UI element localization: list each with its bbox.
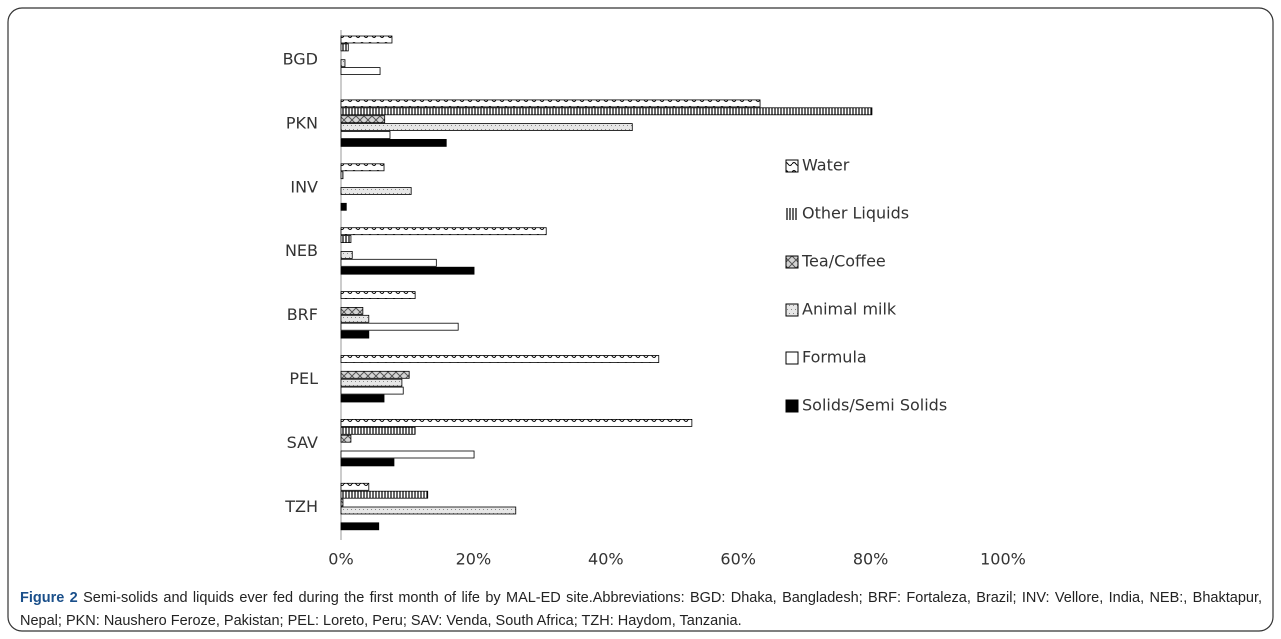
bar [340,123,633,131]
bar [340,394,385,403]
legend-label: Tea/Coffee [801,252,886,271]
category-label: INV [290,177,318,196]
bar [340,163,385,172]
bar [340,330,370,339]
x-tick-label: 80% [853,550,889,569]
bar [340,291,416,300]
category-label: TZH [284,497,318,516]
bar [340,490,429,499]
bar [340,250,353,259]
bar [340,506,517,515]
bar [340,314,370,323]
legend-swatch [785,255,799,269]
legend-label: Formula [802,348,867,367]
legend-label: Water [802,156,850,175]
legend-swatch [785,303,799,317]
x-tick-label: 60% [720,550,756,569]
bar [340,418,693,427]
bar [340,131,391,139]
bar [340,482,370,491]
bar [340,171,344,180]
bar [340,322,459,331]
bar [340,498,344,507]
bar [340,426,416,435]
bar [340,450,475,459]
bar [340,99,761,108]
legend-label: Animal milk [802,300,897,319]
bar [340,258,437,267]
caption-label: Figure 2 [20,590,78,606]
bar [340,434,352,443]
legend-swatch [785,159,799,173]
legend-label: Other Liquids [802,204,909,223]
bar [340,266,475,275]
bar [340,107,873,116]
bar [340,59,346,68]
bar [340,138,447,147]
category-label: PKN [286,113,318,132]
bar [340,35,393,44]
bar [340,306,364,315]
bar [340,43,349,52]
bar [340,187,412,195]
bar [340,235,352,244]
bar [340,522,380,531]
category-label: BGD [283,50,318,69]
category-label: SAV [287,433,318,452]
bar [340,370,410,379]
x-tick-label: 0% [328,550,353,569]
frame [7,7,1274,632]
bar [340,115,386,124]
bar [340,378,403,387]
x-tick-label: 40% [588,550,624,569]
category-label: NEB [285,241,318,260]
legend-label: Solids/Semi Solids [802,396,947,415]
legend-swatch [785,399,799,413]
bar [340,202,347,211]
caption-text: Semi-solids and liquids ever fed during … [20,590,1262,629]
legend-swatch [786,208,798,220]
bar [340,458,395,467]
x-tick-label: 100% [980,550,1026,569]
caption: Figure 2 Semi-solids and liquids ever fe… [20,587,1262,633]
bar [340,386,404,395]
bar [340,227,547,236]
legend-swatch [785,351,799,365]
x-tick-label: 20% [456,550,492,569]
category-label: PEL [289,369,318,388]
category-label: BRF [287,305,318,324]
bar [340,67,381,75]
bar [340,355,660,363]
